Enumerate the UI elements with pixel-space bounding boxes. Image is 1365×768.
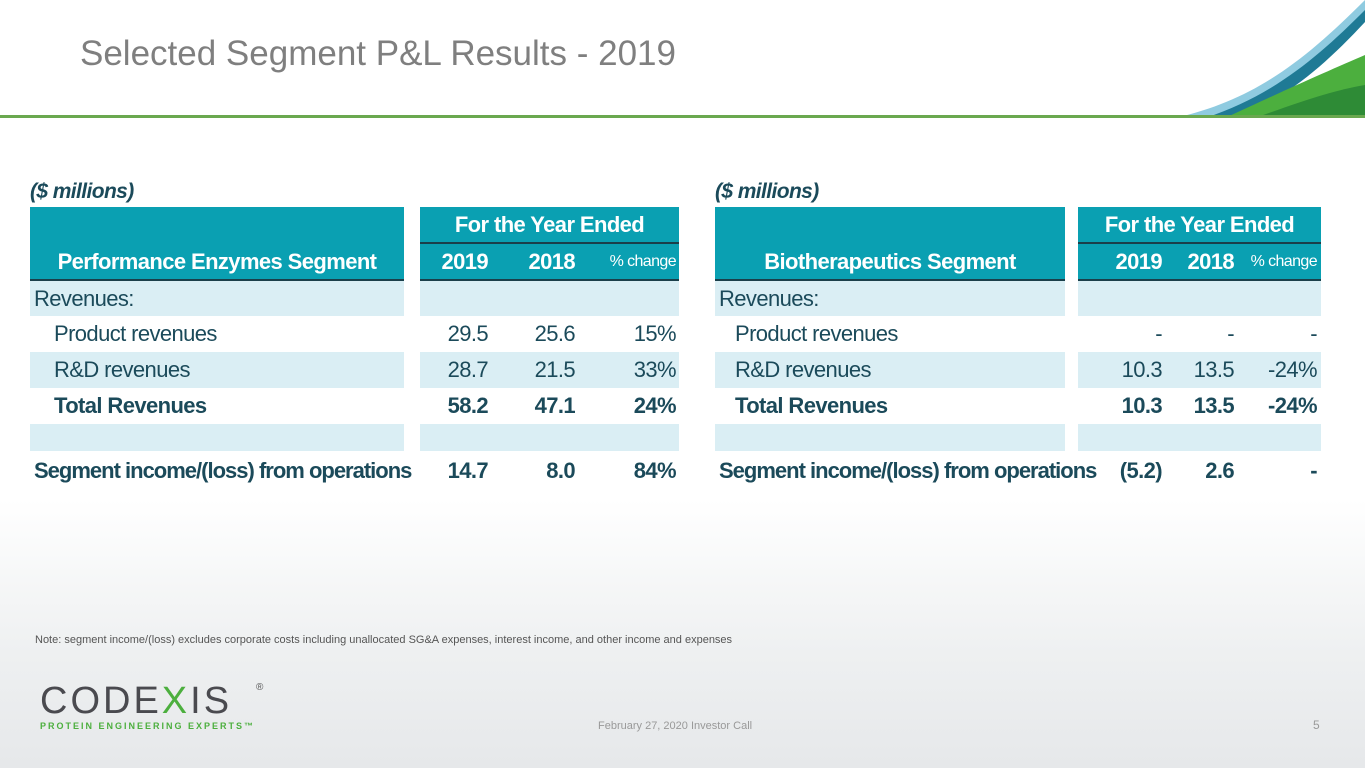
header-divider (1078, 242, 1321, 244)
title-divider (0, 115, 1365, 118)
segment-name: Performance Enzymes Segment (57, 248, 377, 274)
revenues-row-bg (30, 281, 404, 316)
column-header: 2018 (1187, 248, 1234, 274)
row-value: -24% (1268, 357, 1318, 382)
row-value: 47.1 (534, 393, 576, 418)
row-value: 15% (633, 321, 677, 346)
segment-header (30, 207, 404, 280)
decorative-swoosh-graphic (1175, 0, 1365, 118)
period-header: For the Year Ended (1078, 207, 1321, 243)
row-value: 58.2 (447, 393, 489, 418)
table-row-bg (1078, 352, 1321, 388)
header-bottom-rule (715, 279, 1065, 281)
revenues-row-bg (1078, 281, 1321, 316)
spacer-row (30, 424, 404, 451)
footer-text: February 27, 2020 Investor Call (598, 720, 753, 732)
header-bottom-rule (420, 279, 679, 281)
row-label: R&D revenues (735, 357, 871, 382)
row-value: -24% (1268, 393, 1318, 418)
row-value: 29.5 (447, 321, 489, 346)
revenues-label: Revenues: (719, 285, 819, 311)
row-value: - (1155, 321, 1162, 346)
row-value: - (1227, 321, 1234, 346)
row-label: R&D revenues (54, 357, 190, 382)
row-value: 25.6 (534, 321, 576, 346)
spacer-row (1078, 424, 1321, 451)
row-value: 21.5 (534, 357, 576, 382)
spacer-row (715, 424, 1065, 451)
revenues-row-bg (715, 281, 1065, 316)
footnote: Note: segment income/(loss) excludes cor… (35, 634, 733, 646)
page-number: 5 (1313, 718, 1320, 732)
table-row-bg (30, 352, 404, 388)
income-value: 8.0 (546, 458, 575, 483)
column-header: % change (1250, 252, 1318, 270)
column-header: 2019 (1115, 248, 1162, 274)
codexis-logo: CODEXIS ® PROTEIN ENGINEERING EXPERTS™ (40, 680, 264, 731)
segment-header (715, 207, 1065, 280)
header-divider (420, 242, 679, 244)
row-value: 13.5 (1193, 357, 1235, 382)
units-label: ($ millions) (30, 180, 134, 203)
income-label: Segment income/(loss) from operations (34, 458, 412, 483)
income-label: Segment income/(loss) from operations (719, 458, 1097, 483)
row-label: Total Revenues (735, 393, 888, 418)
income-value: - (1310, 458, 1317, 483)
column-header: 2018 (528, 248, 575, 274)
row-value: 24% (633, 393, 677, 418)
spacer-row (420, 424, 679, 451)
row-value: 10.3 (1121, 393, 1163, 418)
income-value: 84% (633, 458, 677, 483)
income-value: 14.7 (447, 458, 489, 483)
table-row-bg (715, 352, 1065, 388)
header-bottom-rule (30, 279, 404, 281)
slide-title: Selected Segment P&L Results - 2019 (80, 34, 676, 73)
row-label: Product revenues (735, 321, 898, 346)
year-header-row (420, 243, 679, 280)
column-header: % change (609, 252, 677, 270)
row-value: - (1310, 321, 1317, 346)
table-row-bg (420, 352, 679, 388)
segment-name: Biotherapeutics Segment (764, 248, 1016, 274)
row-value: 13.5 (1193, 393, 1235, 418)
row-value: 10.3 (1121, 357, 1163, 382)
row-label: Total Revenues (54, 393, 207, 418)
year-header-row (1078, 243, 1321, 280)
column-header: 2019 (441, 248, 488, 274)
revenues-label: Revenues: (34, 285, 134, 311)
income-value: 2.6 (1205, 458, 1234, 483)
header-bottom-rule (1078, 279, 1321, 281)
row-value: 33% (633, 357, 677, 382)
revenues-row-bg (420, 281, 679, 316)
row-value: 28.7 (447, 357, 489, 382)
period-header: For the Year Ended (420, 207, 679, 243)
income-value: (5.2) (1119, 458, 1163, 483)
row-label: Product revenues (54, 321, 217, 346)
units-label: ($ millions) (715, 180, 819, 203)
